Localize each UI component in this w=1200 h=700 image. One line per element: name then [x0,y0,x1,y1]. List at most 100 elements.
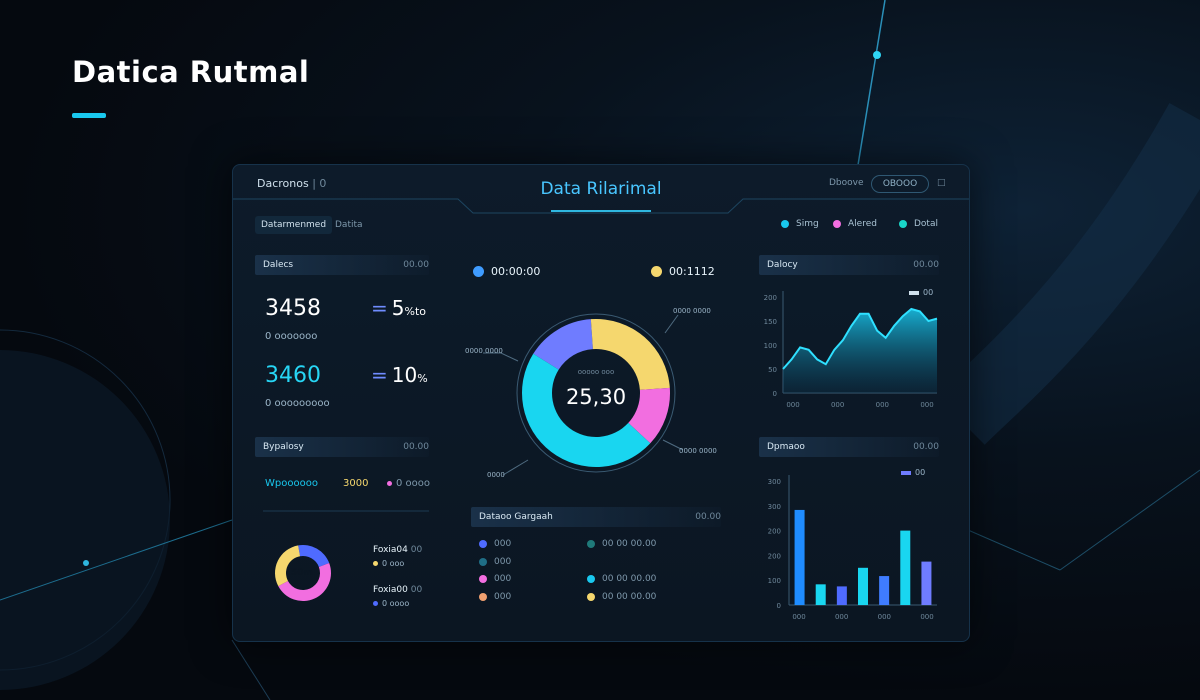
check-icon [473,266,484,277]
bg-line-bottom [231,639,271,700]
left-section2-title: Bypalosy [263,442,304,452]
kpi2-percent: = 10% [371,363,428,387]
donut-slice-2 [628,387,670,444]
bar-1 [815,584,826,605]
leader-tr [664,314,679,334]
donut-slice-2 [275,545,301,587]
list-item: 00 00 00.00 [587,539,656,549]
leader-bl [502,459,529,476]
left-section2-value: 00.00 [403,442,429,452]
tab-datita[interactable]: Datita [335,220,363,230]
bar-y-tick: 100 [768,577,781,585]
legend-dot-icon [899,220,907,228]
list-item: 000 [479,574,511,584]
bg-line-left [0,519,233,601]
bar-y-tick: 200 [768,528,781,536]
legend-dot-icon [373,601,378,606]
legend-item-dotal: Dotal [899,219,938,229]
bar-x-tick: 000 [920,613,933,621]
legend-dot-icon [833,220,841,228]
dashboard-panel: 200 150 100 50 0 000 000 000 000 300 300 200 200 100… [232,164,970,642]
bar-chart-header: Dpmaoo 00.00 [759,437,939,457]
kpi1-subtext: 0 ooooooo [265,331,318,342]
bar-5 [900,530,911,605]
bg-orbit-circle [0,329,171,671]
equals-icon: = [371,363,388,387]
center-stat-1: 00:00:00 [473,265,540,278]
center-donut-ring [516,313,676,473]
bar-x-tick: 000 [878,613,891,621]
small-donut-label: 50m [291,568,313,578]
bar-0 [794,509,805,605]
bar-y-tick: 200 [768,552,781,560]
tab-datarmenmed[interactable]: Datarmenmed [255,216,333,234]
center-stat-2: 00:1112 [651,265,715,278]
kpi2-value: 3460 [265,363,321,388]
center-donut [522,319,670,467]
area-x-tick: 000 [920,401,933,409]
bg-curve-right [935,102,1200,445]
header-right-label[interactable]: Dboove [829,178,864,188]
donut-center-value: 25,30 [565,385,627,409]
small-legend-title-2: Foxia00 00 [373,585,423,595]
list-dot-icon [479,575,487,583]
list-item: 000 [479,557,511,567]
bar-chart-value: 00.00 [913,442,939,452]
bar-3 [858,567,868,605]
kpi2-subtext: 0 ooooooooo [265,398,330,409]
left-row-b: 3000 [343,478,369,489]
list-item: 00 00 00.00 [587,574,656,584]
donut-label-tr: 0000 0000 [673,307,711,315]
bar-chart-title: Dpmaoo [767,442,805,452]
donut-slice-3 [522,353,651,467]
header-pill-button[interactable]: OBOOO [871,175,929,193]
area-chart-title: Dalocy [767,260,798,270]
donut-label-br: 0000 0000 [679,447,717,455]
donut-center-sub: ooooo ooo [577,368,615,376]
bar-x-tick: 000 [835,613,848,621]
bg-orbit-fill [0,350,170,690]
left-section1-title: Dalecs [263,260,294,270]
bar-y-tick: 300 [768,478,781,486]
header-title-underline [551,210,651,212]
legend-item-alered: Alered [833,219,877,229]
donut-slice-1 [278,563,332,602]
small-legend-sub-1: 0 ooo [373,559,404,568]
legend-dot-icon [373,561,378,566]
small-donut [275,545,332,602]
left-row-a: Wpoooooo [265,478,318,489]
kpi1-percent: = 5%to [371,296,426,320]
bar-6 [921,561,932,605]
list-item: 00 00 00.00 [587,592,656,602]
area-legend: 00 [909,288,933,297]
donut-slice-1 [590,319,670,390]
list-dot-icon [479,540,487,548]
center-table-title: Dataoo Gargaah [479,512,553,522]
list-dot-icon [479,593,487,601]
header-window-icon[interactable]: □ [937,178,946,188]
left-section1-header: Dalecs 00.00 [255,255,429,275]
header-title: Data Rilarimal [540,179,662,199]
list-item: 000 [479,539,511,549]
small-legend-sub-2: 0 oooo [373,599,409,608]
bar-legend: 00 [901,468,925,477]
equals-icon: = [371,296,388,320]
left-row-c: 0 oooo [387,478,430,489]
area-x-tick: 000 [786,401,799,409]
hero-title: Datica Rutmal [72,55,310,89]
small-legend-title-1: Foxia04 00 [373,545,423,555]
bg-line-top [857,0,886,166]
row-dot-icon [387,481,392,486]
area-chart-header: Dalocy 00.00 [759,255,939,275]
legend-dot-icon [781,220,789,228]
clock-icon [651,266,662,277]
kpi1-value: 3458 [265,296,321,321]
area-x-tick: 000 [831,401,844,409]
area-x-tick: 000 [876,401,889,409]
bg-node-top [873,51,881,59]
bar-y-tick: 300 [768,503,781,511]
bg-line-right [967,529,1061,571]
